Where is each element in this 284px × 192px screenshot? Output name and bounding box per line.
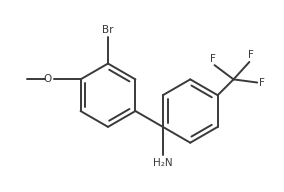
Text: Br: Br [102,25,114,35]
Text: H₂N: H₂N [153,158,173,168]
Text: O: O [44,74,52,84]
Text: F: F [210,54,216,64]
Text: F: F [248,50,254,60]
Text: F: F [259,78,265,88]
